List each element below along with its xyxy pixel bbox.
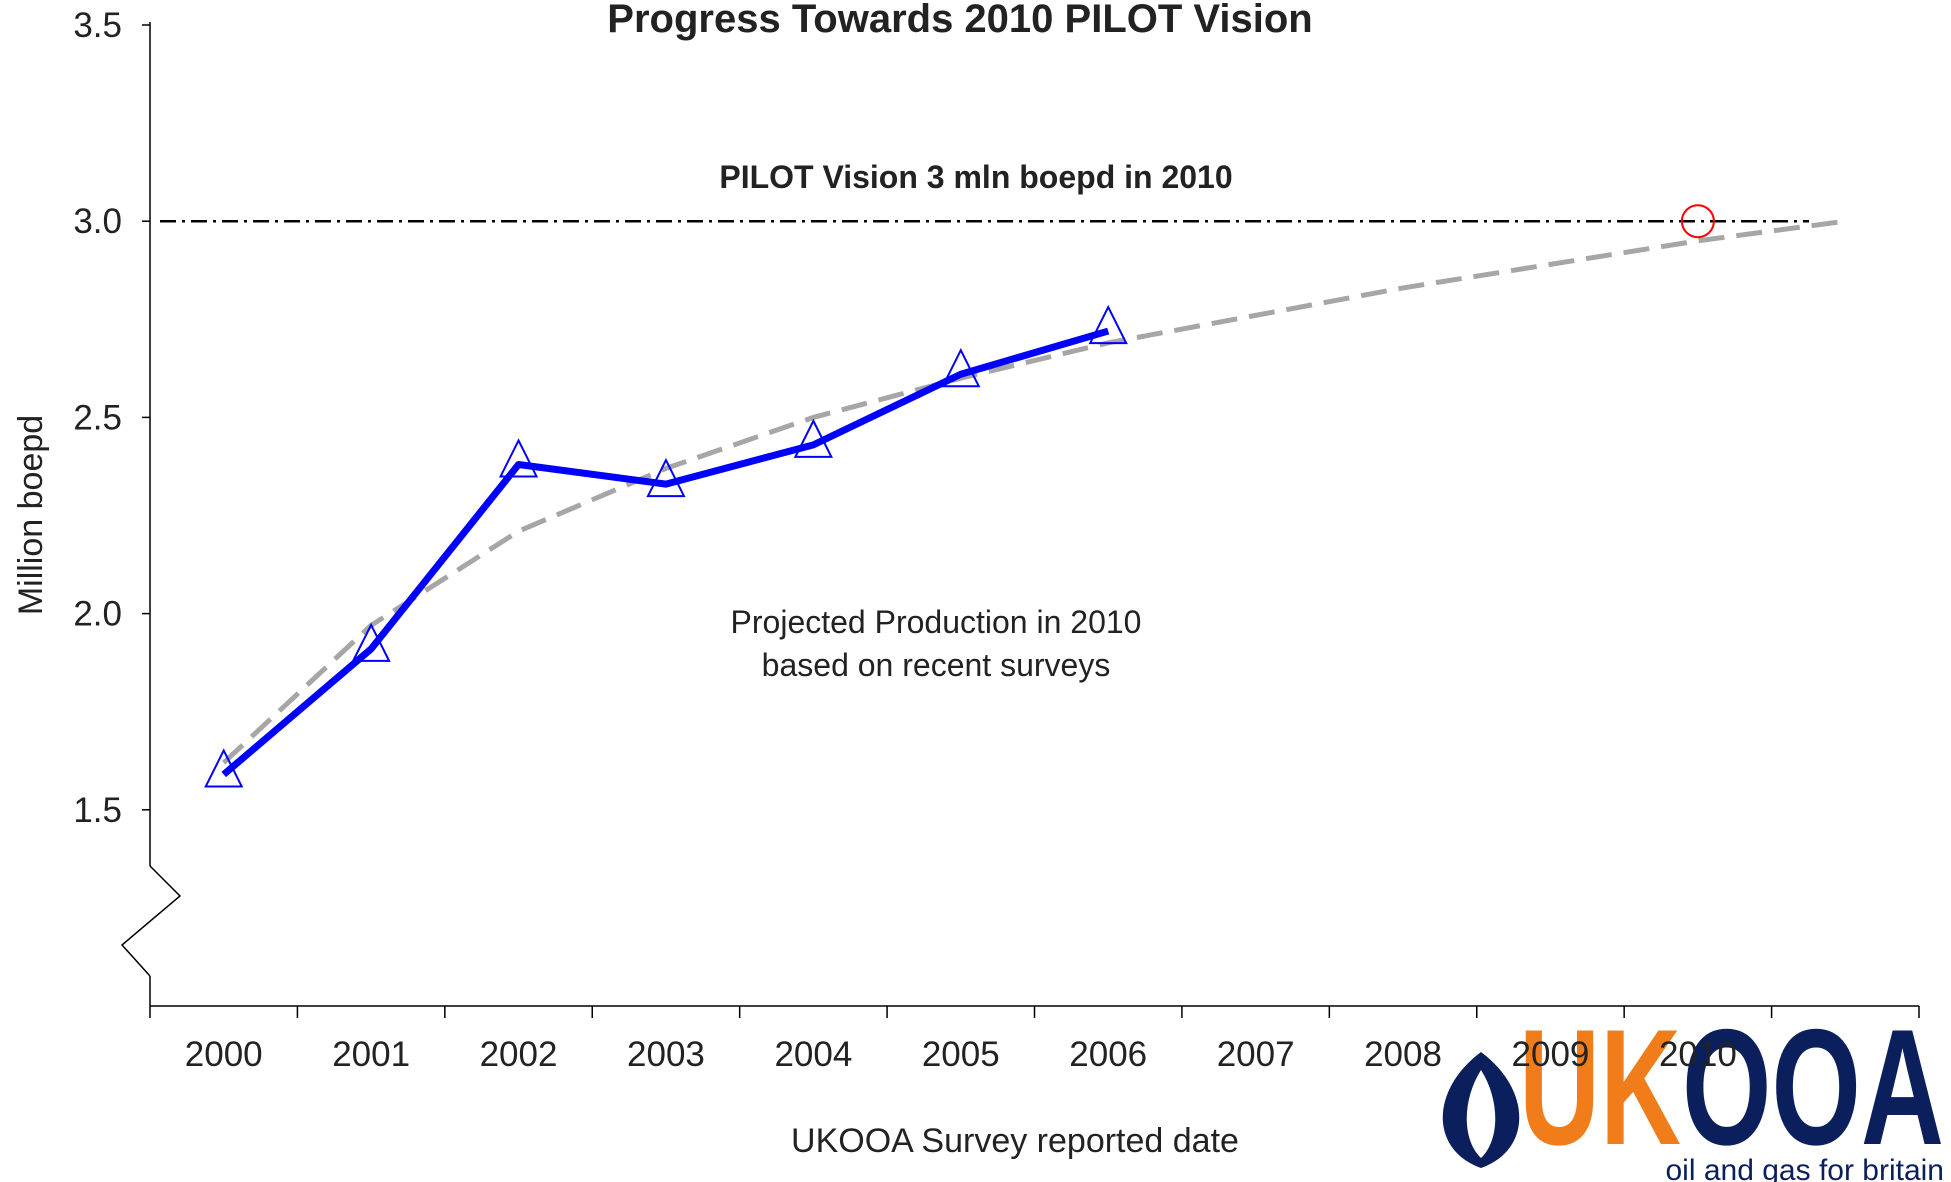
- x-tick-label: 2006: [1069, 1035, 1147, 1074]
- data-point: [498, 438, 539, 478]
- logo-tagline: oil and gas for britain: [1666, 1154, 1945, 1182]
- logo-text: OOA: [1682, 995, 1944, 1179]
- x-tick-label: 2002: [480, 1035, 558, 1074]
- annotation: based on recent surveys: [762, 647, 1111, 683]
- y-tick-label: 3.5: [73, 6, 122, 45]
- y-tick-label: 1.5: [73, 791, 122, 830]
- y-tick-label: 3.0: [73, 202, 122, 241]
- x-tick-label: 2000: [185, 1035, 263, 1074]
- axis-break: [120, 865, 182, 977]
- logo: UK OOA oil and gas for britain: [1442, 995, 1945, 1182]
- y-tick-label: 2.5: [73, 398, 122, 437]
- data-point: [941, 347, 981, 388]
- series-line: [222, 218, 1846, 765]
- x-tick-label: 2003: [627, 1035, 705, 1074]
- data-point: [1088, 304, 1128, 345]
- data-point: [351, 622, 391, 662]
- target-label: PILOT Vision 3 mln boepd in 2010: [719, 159, 1232, 195]
- data-point: [793, 418, 833, 458]
- x-tick-label: 2008: [1364, 1035, 1442, 1074]
- logo-text: UK: [1519, 995, 1681, 1179]
- x-tick-label: 2009: [1512, 1035, 1590, 1074]
- y-tick-label: 2.0: [73, 595, 122, 634]
- x-tick-label: 2005: [922, 1035, 1000, 1074]
- data-point: [646, 457, 686, 498]
- logo-drop-inner: [1466, 1070, 1496, 1158]
- x-tick-label: 2010: [1659, 1035, 1737, 1074]
- target-marker: [1680, 204, 1715, 239]
- y-axis-title: Million boepd: [12, 415, 50, 615]
- chart-title: Progress Towards 2010 PILOT Vision: [607, 0, 1312, 41]
- data-point: [204, 748, 244, 788]
- annotation: Projected Production in 2010: [731, 604, 1142, 640]
- x-tick-label: 2001: [332, 1035, 410, 1074]
- x-tick-label: 2007: [1217, 1035, 1295, 1074]
- x-axis-title: UKOOA Survey reported date: [791, 1122, 1239, 1160]
- series-line: [221, 327, 1110, 778]
- x-tick-label: 2004: [774, 1035, 852, 1074]
